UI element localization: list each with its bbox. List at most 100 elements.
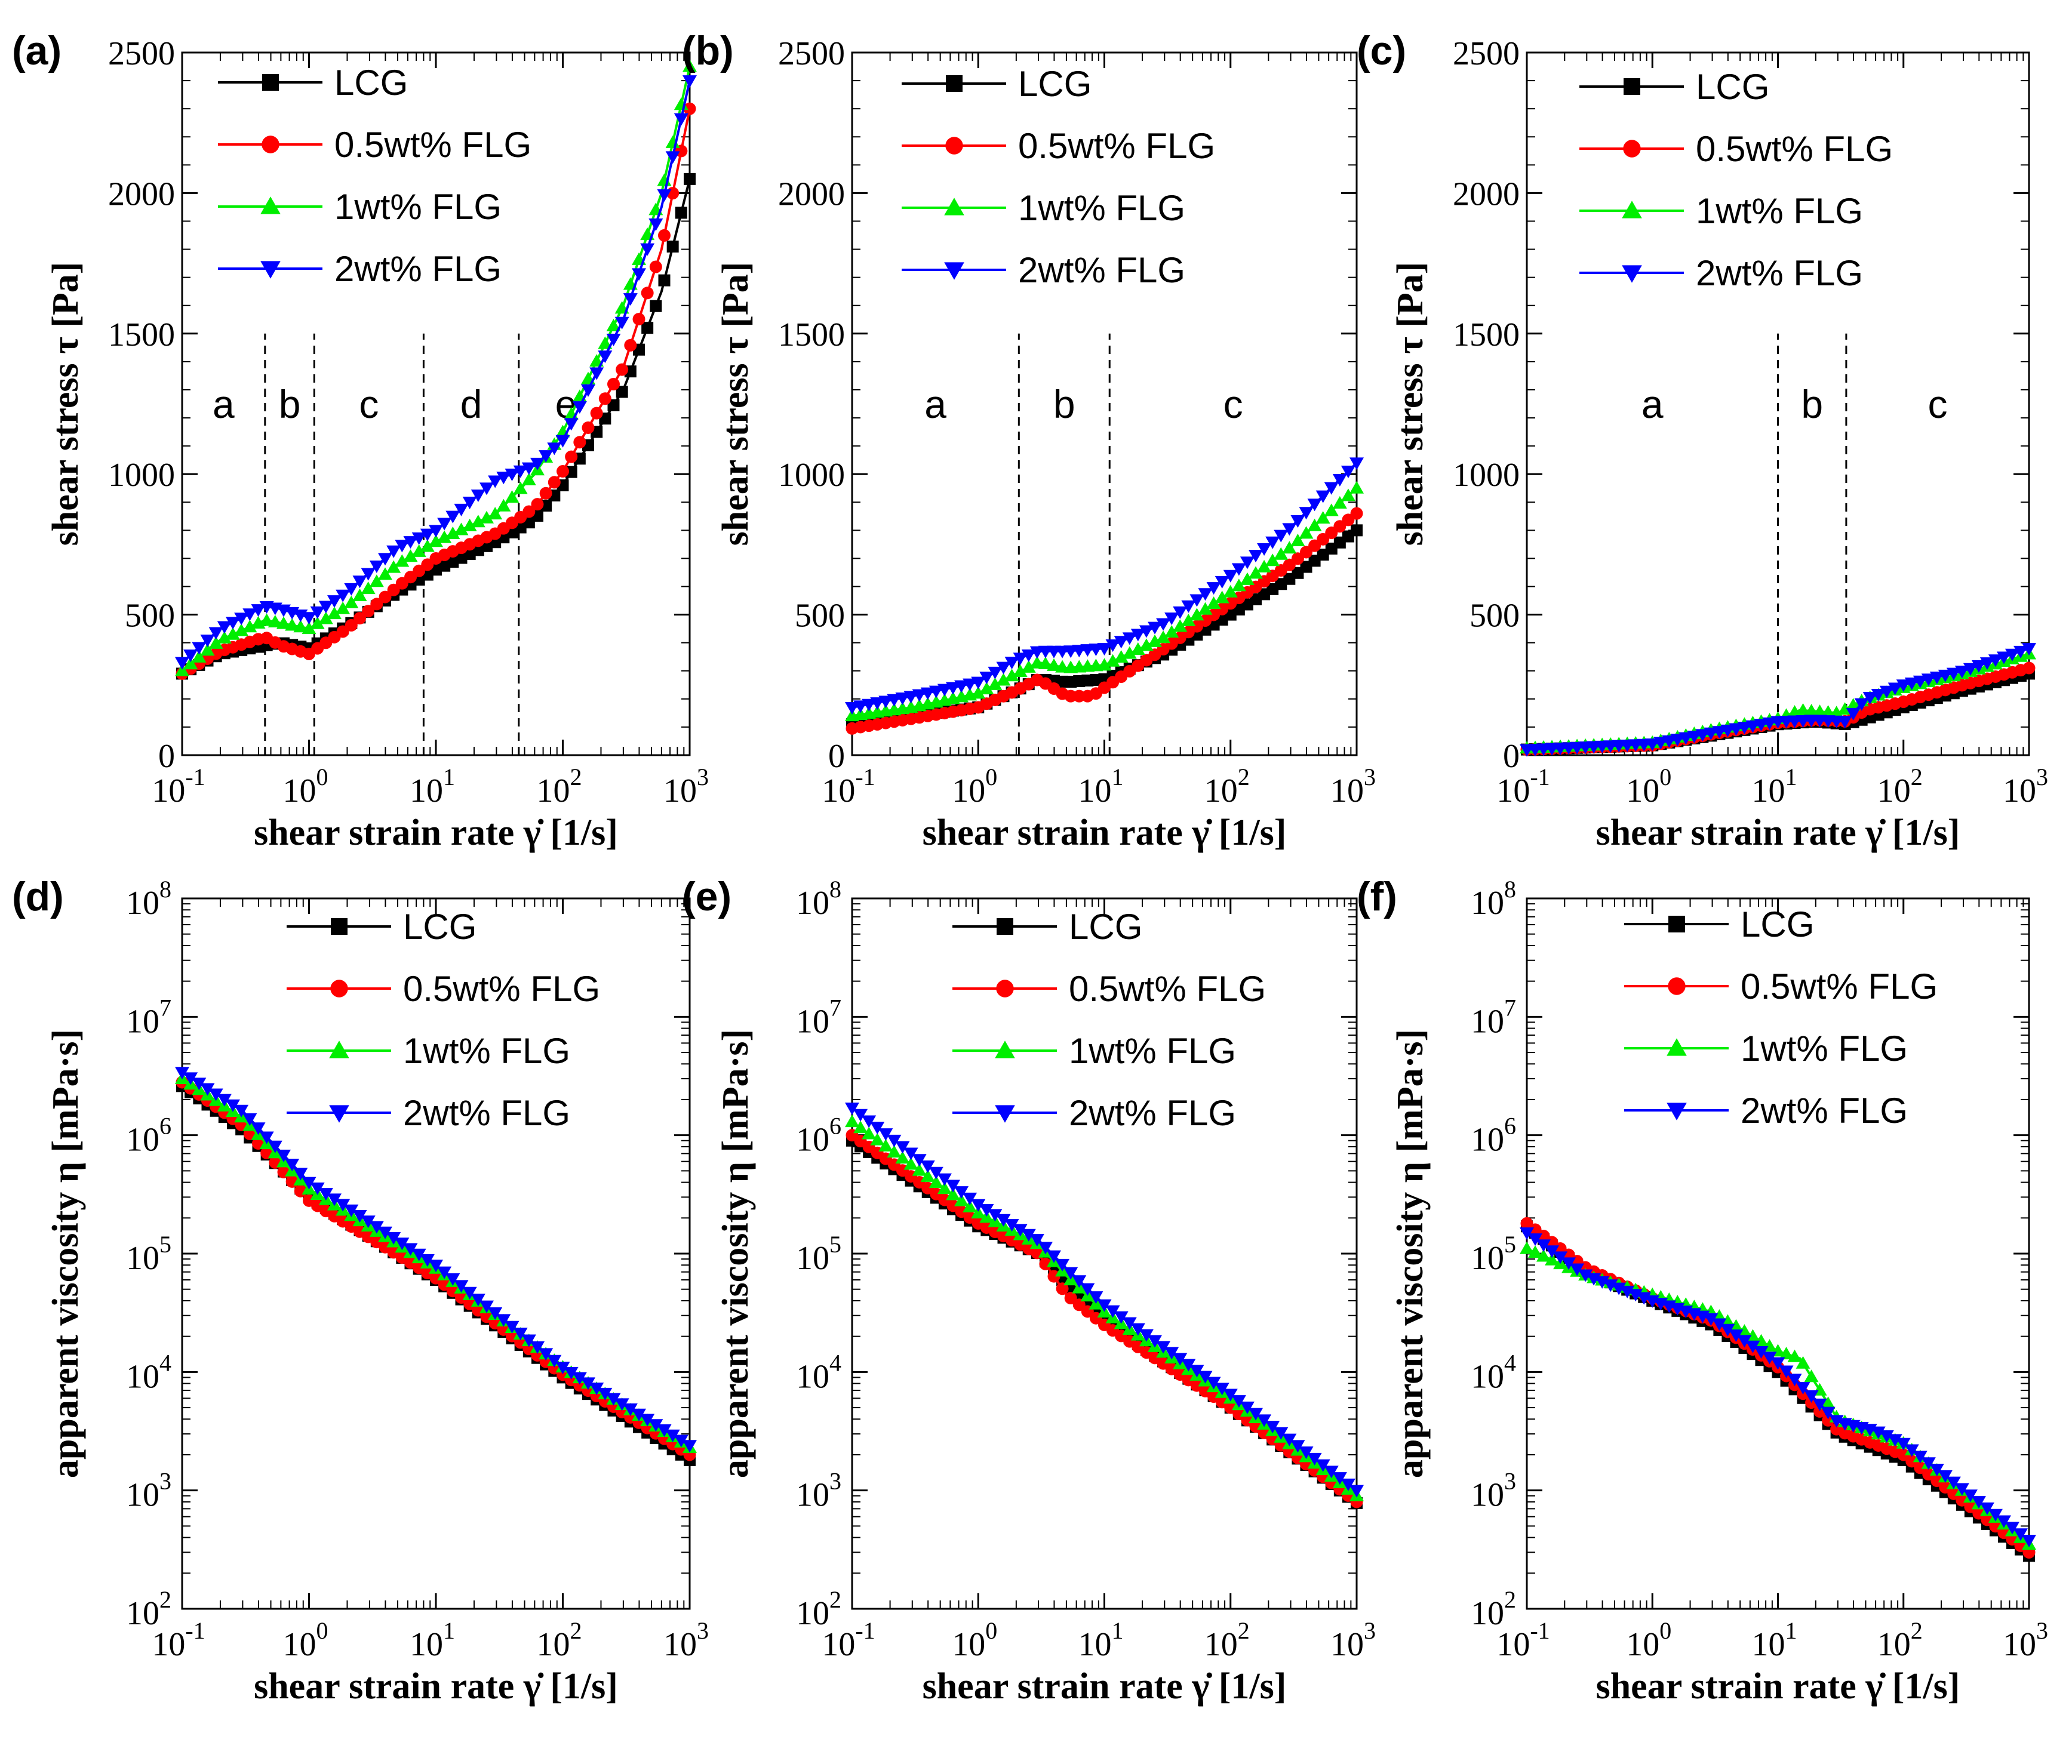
data-point [505, 469, 519, 482]
data-point [1704, 727, 1719, 740]
legend-marker [944, 262, 964, 280]
x-tick-label: 101 [410, 764, 455, 809]
data-point [1249, 566, 1263, 579]
x-tick-base: 10 [952, 772, 985, 809]
data-point [572, 401, 587, 414]
data-point [1114, 636, 1129, 649]
data-point [1754, 719, 1769, 732]
data-point [1862, 692, 1877, 705]
series-1wt-flg [845, 481, 1364, 722]
data-point [327, 595, 342, 608]
data-point [1779, 1347, 1794, 1360]
data-point [1628, 1289, 1643, 1302]
y-tick-base: 10 [796, 1240, 829, 1277]
data-point [370, 598, 383, 611]
data-point [1737, 1335, 1752, 1348]
data-point [217, 621, 232, 634]
y-tick-label: 2500 [778, 35, 845, 72]
data-point [946, 1180, 960, 1193]
data-point [1307, 1452, 1322, 1466]
y-tick-label: 105 [796, 1231, 841, 1277]
y-tick-exp: 3 [1504, 1468, 1516, 1495]
data-point [513, 465, 528, 478]
data-point [1164, 625, 1179, 638]
panel-label: (e) [682, 874, 731, 919]
data-point [853, 1109, 868, 1122]
data-point [1938, 1470, 1953, 1483]
data-point [1282, 541, 1297, 554]
x-tick-label: 100 [283, 764, 328, 809]
data-point [1039, 1257, 1052, 1270]
y-tick-base: 10 [126, 1595, 159, 1632]
data-point [1173, 1353, 1188, 1366]
data-point [429, 1260, 443, 1273]
legend-marker [1623, 140, 1641, 158]
x-tick-label: 10-1 [1496, 764, 1550, 809]
data-point [1231, 563, 1246, 576]
data-point [963, 678, 977, 691]
data-point [1796, 1356, 1810, 1369]
x-tick-label: 100 [952, 1617, 997, 1663]
legend-marker [944, 198, 964, 216]
legend-marker [262, 136, 279, 153]
y-axis-label: shear stress τ [Pa] [1390, 262, 1431, 546]
data-point [1720, 1323, 1735, 1337]
data-point [1745, 720, 1760, 733]
legend-label: 0.5wt% FLG [1696, 129, 1893, 169]
data-point [1545, 1252, 1560, 1266]
data-point [395, 1237, 410, 1251]
data-point [183, 1072, 198, 1085]
data-point [1637, 1292, 1652, 1305]
data-point [1341, 466, 1355, 479]
y-tick-base: 10 [126, 885, 159, 922]
data-point [479, 510, 494, 524]
x-axis-label: shear strain rate γ̇ [1/s] [1596, 812, 1960, 853]
data-point [649, 260, 662, 273]
region-label: a [213, 382, 235, 426]
legend: LCG 0.5wt% FLG 1wt% FLG 2wt% FLG [1624, 904, 1938, 1131]
data-point [2022, 643, 2036, 656]
data-point [403, 536, 418, 549]
data-point [1215, 590, 1229, 604]
x-tick-exp: 2 [1911, 764, 1923, 790]
data-point [1913, 675, 1927, 688]
data-point [1156, 618, 1171, 631]
data-point [547, 442, 562, 455]
data-point [531, 498, 544, 511]
data-point [1130, 1323, 1145, 1336]
legend-label: 2wt% FLG [1741, 1091, 1908, 1131]
data-point [1290, 1440, 1305, 1453]
region-label: a [1641, 382, 1664, 426]
data-point [1979, 1502, 1994, 1515]
data-point [1047, 1270, 1060, 1283]
data-point [912, 1163, 927, 1176]
panel-label: (f) [1357, 874, 1397, 919]
panel-e: 10-1 100 101 102 103102103104105106107108LCG… [682, 874, 1376, 1707]
region-label: b [1053, 382, 1075, 426]
data-point [845, 701, 859, 715]
x-tick-label: 100 [952, 764, 997, 809]
data-point [496, 472, 511, 485]
legend-label: 2wt% FLG [334, 249, 502, 289]
x-tick-label: 100 [1626, 764, 1671, 809]
x-tick-label: 103 [663, 764, 709, 809]
data-point [1804, 1390, 1819, 1403]
data-point [912, 1154, 927, 1167]
data-point [1072, 1275, 1087, 1288]
data-point [1971, 660, 1986, 673]
data-point [1148, 634, 1162, 647]
data-point [665, 151, 680, 164]
legend-marker [262, 74, 279, 91]
data-point [1173, 619, 1188, 632]
x-tick-exp: 1 [1112, 1617, 1124, 1644]
region-label: a [924, 382, 946, 426]
data-point [1871, 688, 1886, 701]
data-point [1198, 588, 1213, 601]
y-tick-base: 10 [126, 1477, 159, 1514]
data-point [1164, 1347, 1179, 1360]
legend-marker [260, 196, 281, 214]
data-point [437, 1266, 452, 1279]
data-point [1913, 1451, 1927, 1464]
data-point [658, 229, 671, 242]
data-point [505, 490, 519, 503]
